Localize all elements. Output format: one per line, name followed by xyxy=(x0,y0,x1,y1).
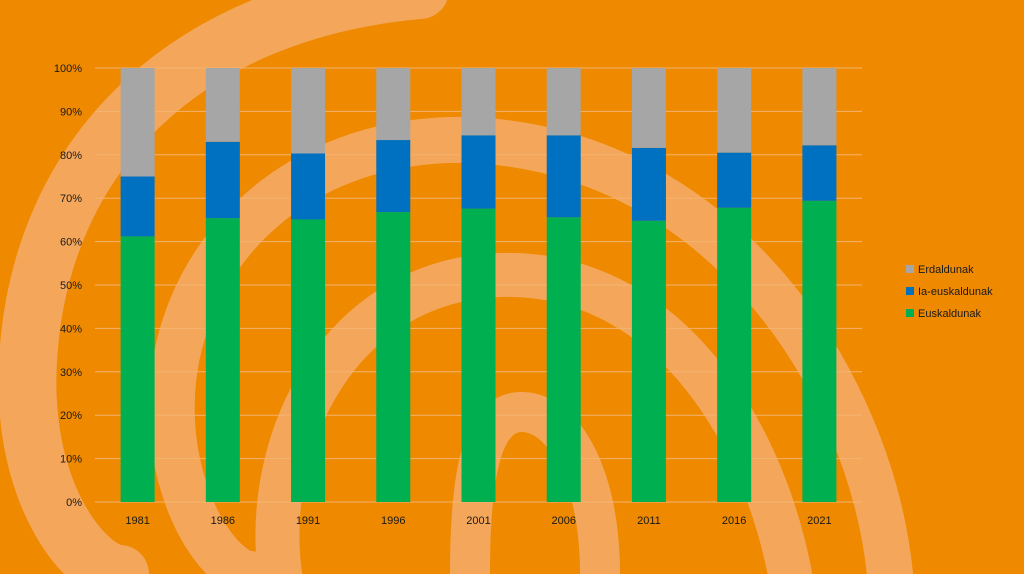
x-tick-label: 2001 xyxy=(466,515,490,527)
bar-segment-ia-euskaldunak xyxy=(802,145,837,201)
bar-segment-ia-euskaldunak xyxy=(376,140,411,213)
y-axis-ticks: 0% 10% 20% 30% 40% 50% 60% 70% 80% 90% 100% xyxy=(54,63,82,509)
legend-label: Erdaldunak xyxy=(918,264,974,276)
x-tick-label: 1996 xyxy=(381,515,405,527)
bar-segment-euskaldunak xyxy=(546,217,581,502)
bar-segment-ia-euskaldunak xyxy=(546,135,581,218)
bar-segment-ia-euskaldunak xyxy=(631,147,666,221)
bar-segment-erdaldunak xyxy=(461,68,496,136)
legend-swatch xyxy=(906,287,914,295)
bar-segment-ia-euskaldunak xyxy=(461,135,496,209)
legend-label: Euskaldunak xyxy=(918,308,981,320)
y-tick-label: 90% xyxy=(60,106,82,118)
y-tick-label: 20% xyxy=(60,410,82,422)
x-tick-label: 2021 xyxy=(807,515,831,527)
y-tick-label: 40% xyxy=(60,323,82,335)
bar-segment-ia-euskaldunak xyxy=(291,153,326,220)
bar-segment-euskaldunak xyxy=(631,220,666,502)
x-axis-ticks: 1981 1986 1991 1996 2001 2006 2011 2016 2021 xyxy=(125,515,831,527)
legend: Erdaldunak Ia-euskaldunak Euskaldunak xyxy=(906,264,993,320)
bar-segment-erdaldunak xyxy=(631,68,666,148)
legend-label: Ia-euskaldunak xyxy=(918,286,993,298)
bar-segment-erdaldunak xyxy=(717,68,752,153)
y-tick-label: 10% xyxy=(60,454,82,466)
bar-segment-euskaldunak xyxy=(717,207,752,503)
y-tick-label: 100% xyxy=(54,63,82,75)
bar-segment-ia-euskaldunak xyxy=(205,141,240,219)
x-tick-label: 1991 xyxy=(296,515,320,527)
bar-segment-erdaldunak xyxy=(205,68,240,142)
y-tick-label: 50% xyxy=(60,280,82,292)
y-tick-label: 70% xyxy=(60,193,82,205)
legend-swatch xyxy=(906,265,914,273)
bar-segment-euskaldunak xyxy=(205,218,240,502)
bar-segment-euskaldunak xyxy=(461,208,496,502)
y-tick-label: 80% xyxy=(60,150,82,162)
bar-segment-erdaldunak xyxy=(376,68,411,141)
bar-segment-euskaldunak xyxy=(802,200,837,502)
legend-swatch xyxy=(906,309,914,317)
x-tick-label: 1986 xyxy=(211,515,235,527)
x-tick-label: 2016 xyxy=(722,515,746,527)
bar-segment-euskaldunak xyxy=(120,236,155,502)
bar-segment-ia-euskaldunak xyxy=(717,152,752,208)
bar-segment-erdaldunak xyxy=(802,68,837,146)
y-tick-label: 0% xyxy=(66,497,82,509)
bar-segment-erdaldunak xyxy=(120,68,155,177)
x-tick-label: 2011 xyxy=(637,515,661,527)
bars xyxy=(120,68,837,503)
swirl-outer xyxy=(0,0,447,574)
y-tick-label: 30% xyxy=(60,367,82,379)
bar-segment-erdaldunak xyxy=(291,68,326,154)
bar-segment-euskaldunak xyxy=(376,212,411,502)
bar-segment-ia-euskaldunak xyxy=(120,176,155,237)
x-tick-label: 2006 xyxy=(551,515,575,527)
bar-segment-euskaldunak xyxy=(291,219,326,502)
y-tick-label: 60% xyxy=(60,237,82,249)
x-tick-label: 1981 xyxy=(125,515,149,527)
bar-segment-erdaldunak xyxy=(546,68,581,136)
